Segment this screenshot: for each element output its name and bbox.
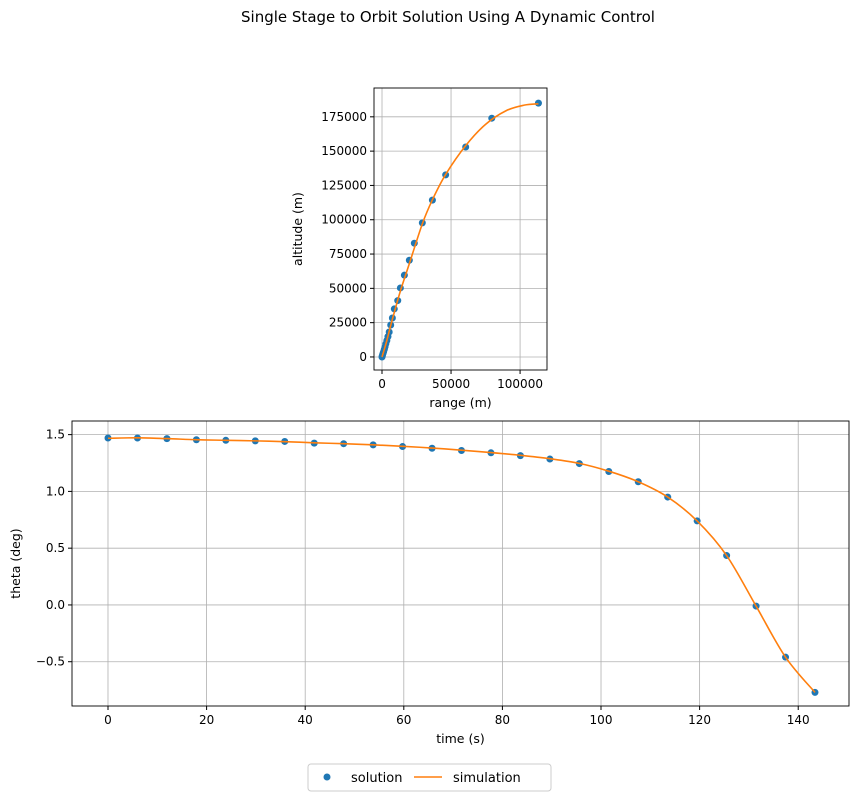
- x-tick-label: 140: [787, 713, 810, 727]
- y-tick-label: 1.0: [46, 484, 65, 498]
- solution-point: [534, 99, 542, 107]
- legend-simulation-label: simulation: [453, 771, 521, 786]
- axes-frame: [373, 87, 548, 371]
- figure-title: Single Stage to Orbit Solution Using A D…: [241, 8, 655, 26]
- y-tick-label: 175000: [321, 110, 367, 124]
- y-tick-label: 0.5: [46, 541, 65, 555]
- legend-solution-marker: [323, 773, 331, 781]
- x-axis-label: time (s): [436, 731, 484, 746]
- x-tick-label: 80: [495, 713, 510, 727]
- x-tick-label: 100: [590, 713, 613, 727]
- y-axis-label: theta (deg): [8, 528, 23, 598]
- x-tick-label: 40: [298, 713, 313, 727]
- y-tick-label: 100000: [321, 213, 367, 227]
- trajectory-plot: 0 50000 100000 0 25000 50000 75000 100000 125000…: [290, 87, 548, 410]
- y-tick-label: 0.0: [46, 598, 65, 612]
- x-axis-label: range (m): [429, 395, 491, 410]
- y-tick-label: 0: [359, 350, 367, 364]
- plot-marks: [378, 99, 542, 361]
- plot-marks: [104, 434, 819, 696]
- y-tick-label: 125000: [321, 178, 367, 192]
- axes-frame: [71, 420, 850, 707]
- plot-area: [72, 421, 849, 706]
- x-tick-label: 0: [378, 377, 386, 391]
- x-tick-label: 120: [688, 713, 711, 727]
- simulation-line: [381, 102, 539, 358]
- y-tick-label: 75000: [329, 247, 367, 261]
- simulation-line: [107, 437, 816, 693]
- x-tick-label: 20: [199, 713, 214, 727]
- legend: solution simulation: [307, 763, 552, 792]
- plot-area: [374, 88, 547, 370]
- x-tick-label: 60: [396, 713, 411, 727]
- x-tick-label: 100000: [497, 377, 543, 391]
- legend-solution-label: solution: [351, 771, 402, 786]
- y-tick-label: 25000: [329, 316, 367, 330]
- y-tick-label: −0.5: [36, 655, 65, 669]
- x-tick-label: 0: [104, 713, 112, 727]
- y-tick-label: 1.5: [46, 428, 65, 442]
- y-tick-label: 50000: [329, 281, 367, 295]
- y-tick-label: 150000: [321, 144, 367, 158]
- theta-plot: 0 20 40 60 80 100 120 140 −0.5 0.0 0.5 1.0 1.5 time (…: [8, 420, 850, 746]
- x-tick-label: 50000: [432, 377, 470, 391]
- y-axis-label: altitude (m): [290, 192, 305, 266]
